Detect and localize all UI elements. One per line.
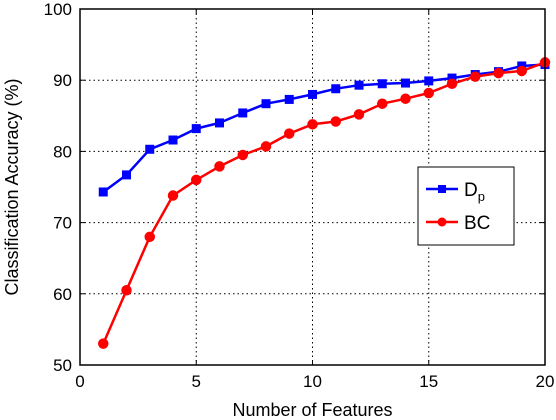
data-point	[144, 231, 155, 243]
y-tick-label: 80	[53, 142, 72, 161]
data-point	[331, 84, 341, 94]
data-point	[238, 108, 248, 118]
data-point	[354, 80, 364, 90]
data-point	[191, 124, 201, 134]
data-point	[424, 76, 434, 86]
legend-marker	[438, 185, 446, 193]
data-point	[261, 99, 271, 109]
legend-label: BC	[464, 213, 490, 234]
data-point	[260, 141, 272, 152]
data-point	[493, 67, 504, 79]
series-layer	[98, 57, 551, 349]
data-point	[308, 89, 317, 99]
y-tick-label: 100	[44, 0, 72, 19]
legend-label-text: BC	[464, 213, 490, 234]
data-point	[284, 128, 295, 139]
data-point	[168, 135, 178, 145]
data-point	[284, 94, 294, 104]
x-tick-label: 5	[192, 372, 201, 391]
tick-labels: 0 5 10 15 20 50 60 70 80 90 100	[44, 0, 555, 391]
x-axis-title: Number of Features	[232, 400, 392, 420]
x-tick-label: 10	[303, 372, 322, 391]
legend-item-2: BC	[426, 213, 490, 234]
legend-marker	[437, 217, 447, 227]
series-2	[98, 57, 551, 349]
data-point	[377, 98, 388, 109]
legend-label: Dp	[464, 180, 485, 204]
y-tick-label: 90	[53, 71, 72, 90]
data-point	[191, 174, 202, 186]
data-point	[423, 87, 434, 99]
data-point	[377, 79, 387, 89]
data-point	[401, 78, 410, 88]
data-point	[330, 116, 341, 127]
data-point	[122, 170, 131, 180]
x-tick-label: 20	[536, 372, 555, 391]
x-tick-label: 15	[419, 372, 438, 391]
y-axis-title: Classification Accuracy (%)	[2, 78, 22, 295]
data-point	[400, 93, 411, 104]
data-point	[237, 149, 248, 161]
legend-item-1: Dp	[426, 180, 485, 204]
data-point	[98, 187, 108, 197]
data-point	[353, 109, 365, 120]
data-point	[214, 161, 225, 172]
plot-frame	[79, 8, 546, 366]
data-point	[307, 119, 318, 130]
data-point	[470, 71, 481, 82]
legend-label-text: D	[464, 180, 478, 201]
data-point	[516, 65, 527, 77]
legend: Dp BC	[417, 166, 515, 246]
x-tick-label: 0	[75, 372, 84, 391]
y-tick-label: 70	[53, 214, 72, 233]
data-point	[98, 338, 109, 349]
data-point	[121, 284, 132, 296]
data-point	[446, 78, 458, 90]
y-tick-label: 60	[53, 285, 72, 304]
y-tick-label: 50	[53, 356, 72, 375]
legend-label-subscript: p	[478, 189, 485, 204]
data-point	[215, 118, 224, 128]
data-point	[167, 190, 179, 201]
data-point	[145, 144, 155, 154]
legend-box	[417, 166, 515, 246]
